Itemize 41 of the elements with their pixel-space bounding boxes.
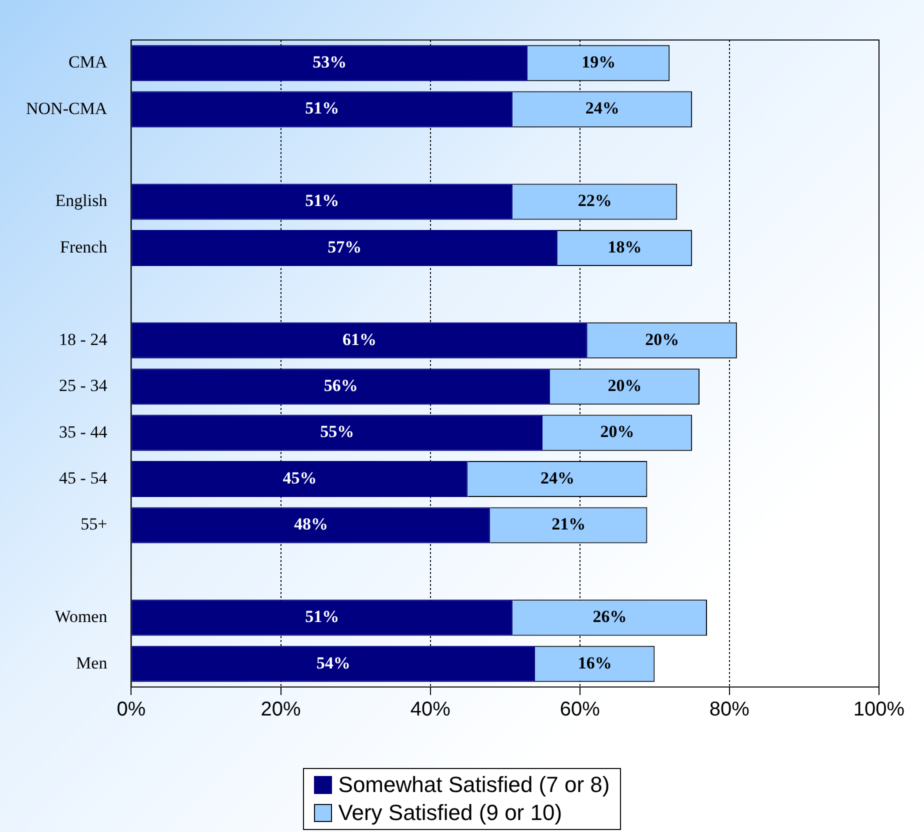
data-label: 53% (312, 52, 347, 72)
y-tick-label: NON-CMA (26, 98, 108, 118)
data-label: 61% (342, 330, 377, 349)
data-label: 54% (316, 653, 350, 672)
data-label: 51% (305, 191, 340, 210)
y-tick-label: French (60, 237, 108, 256)
data-label: 22% (578, 191, 612, 210)
data-label: 51% (305, 607, 340, 626)
legend-label: Somewhat Satisfied (7 or 8) (338, 771, 610, 799)
data-label: 20% (645, 330, 680, 349)
data-label: 45% (282, 468, 317, 488)
data-label: 20% (608, 376, 642, 395)
y-tick-label: Women (54, 607, 108, 626)
data-label: 18% (608, 237, 642, 256)
data-label: 19% (582, 52, 616, 72)
y-tick-label: 55+ (80, 514, 108, 534)
y-tick-label: 25 - 34 (59, 376, 108, 396)
data-label: 55% (320, 422, 354, 442)
x-tick-label: 40% (410, 698, 451, 721)
data-label: 26% (592, 607, 627, 626)
data-label: 20% (600, 422, 634, 442)
x-tick-label: 0% (116, 698, 146, 721)
data-label: 24% (585, 98, 620, 118)
data-label: 51% (305, 98, 340, 118)
y-tick-label: Men (76, 653, 108, 672)
data-label: 57% (328, 237, 362, 256)
data-label: 56% (324, 376, 358, 395)
legend-label: Very Satisfied (9 or 10) (338, 799, 562, 827)
data-label: 24% (540, 468, 574, 488)
data-label: 16% (578, 653, 612, 672)
x-tick-label: 100% (853, 698, 905, 721)
x-tick-label: 80% (709, 698, 750, 721)
y-tick-label: CMA (68, 52, 108, 72)
y-tick-label: 35 - 44 (59, 422, 108, 442)
data-label: 21% (552, 514, 586, 534)
y-tick-label: English (55, 191, 108, 210)
data-label: 48% (294, 514, 328, 534)
x-tick-label: 20% (260, 698, 302, 721)
y-tick-label: 45 - 54 (59, 468, 108, 488)
x-tick-label: 60% (560, 698, 600, 721)
y-tick-label: 18 - 24 (59, 330, 108, 349)
